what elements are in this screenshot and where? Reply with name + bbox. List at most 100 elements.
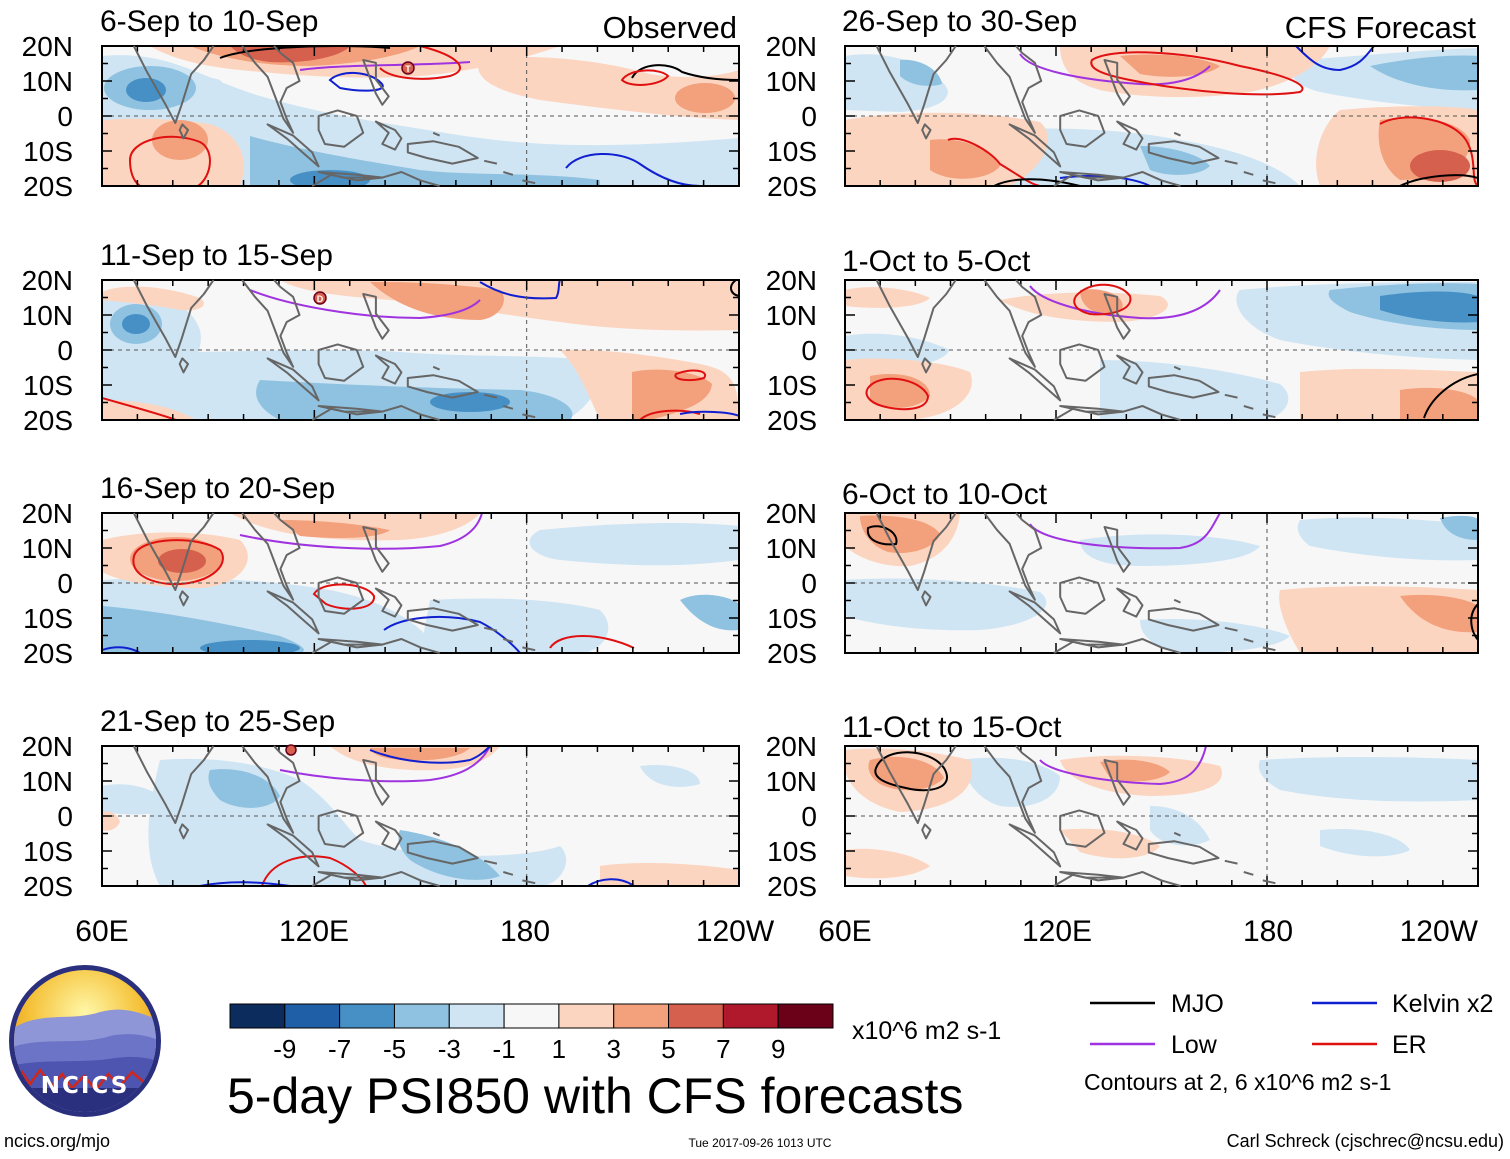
coastline	[503, 405, 514, 410]
colorbar-tick-label: -3	[438, 1034, 461, 1064]
colorbar-tick-label: -9	[273, 1034, 296, 1064]
coastline	[1059, 809, 1106, 848]
lat-label-10s: 10S	[23, 836, 73, 867]
column-label-forecast: CFS Forecast	[1285, 10, 1477, 45]
coastline	[432, 598, 441, 604]
lat-label-20s: 20S	[23, 171, 73, 202]
lat-label-0: 0	[57, 335, 73, 366]
coastline	[317, 809, 365, 848]
legend-label-low: Low	[1171, 1031, 1218, 1059]
lon-label-180: 180	[500, 915, 550, 948]
colorbar-swatch-10	[777, 1003, 834, 1029]
colorbar-tick-label: -5	[383, 1034, 406, 1064]
coastline	[311, 405, 440, 421]
panel-frame-6	[844, 512, 1479, 654]
coastline	[362, 293, 390, 340]
coastline	[132, 279, 215, 358]
panel-frame-0	[101, 45, 740, 187]
legend-item-mjo: MJO	[1090, 990, 1224, 1018]
legend-label-er: ER	[1392, 1031, 1427, 1059]
colorbar-tick-label: -7	[328, 1034, 351, 1064]
lat-label-10s: 10S	[767, 603, 817, 634]
lat-label-0: 0	[57, 801, 73, 832]
coastline	[983, 45, 1043, 134]
lat-label-10s: 10S	[767, 370, 817, 401]
coastline	[1116, 820, 1144, 851]
lat-label-0: 0	[801, 568, 817, 599]
coastline	[1053, 871, 1181, 887]
colorbar-tick-label: 5	[661, 1034, 675, 1064]
storm-marker-3	[285, 744, 297, 756]
coastline	[362, 759, 390, 806]
coastline-panel-3	[132, 745, 536, 887]
coastline	[483, 159, 498, 165]
panel-frame-4	[844, 45, 1479, 187]
colorbar-swatch-1	[284, 1003, 341, 1029]
coastline	[983, 279, 1043, 368]
footer-link[interactable]: ncics.org/mjo	[4, 1131, 111, 1151]
lat-label-20s: 20S	[23, 638, 73, 669]
lat-label-20s: 20S	[23, 871, 73, 902]
coastline	[1116, 120, 1144, 151]
latitude-labels: 20N 10N 0 10S 20S 20N 10N 0 10S 20S 20N 10N 0 10S 20S 2…	[22, 31, 817, 902]
storm-marker-1-label: D	[317, 294, 324, 304]
coastline	[1147, 607, 1220, 632]
coastline	[362, 526, 390, 573]
coastline	[241, 745, 301, 834]
lat-label-10n: 10N	[766, 300, 817, 331]
coastline	[406, 140, 479, 165]
colorbar-units: x10^6 m2 s-1	[852, 1017, 1001, 1045]
coastline	[374, 120, 403, 151]
coastline	[983, 512, 1043, 601]
figure-title: 5-day PSI850 with CFS forecasts	[227, 1068, 963, 1124]
coastline	[522, 413, 536, 419]
colorbar-tick-label: 9	[771, 1034, 785, 1064]
coastline	[503, 638, 514, 643]
coastline	[1262, 413, 1276, 419]
coastline	[132, 745, 215, 824]
colorbar-tick-label: 7	[716, 1034, 730, 1064]
coastline-panel-1	[132, 279, 536, 421]
coastline	[362, 59, 390, 106]
coastline	[983, 745, 1043, 834]
coastline	[374, 354, 403, 385]
lat-label-10n: 10N	[22, 533, 73, 564]
panel-4-title: 26-Sep to 30-Sep	[842, 5, 1077, 38]
longitude-labels-right: 60E 120E 180 120W	[818, 915, 1478, 948]
lat-label-20n: 20N	[22, 31, 73, 62]
coastline	[132, 45, 215, 124]
lat-label-20s: 20S	[767, 405, 817, 436]
panel-5-title: 1-Oct to 5-Oct	[842, 245, 1031, 278]
legend-label-mjo: MJO	[1171, 990, 1224, 1018]
storm-marker-1: D	[313, 291, 327, 305]
coastline	[1147, 840, 1220, 865]
legend-label-kelvin: Kelvin x2	[1392, 990, 1493, 1018]
coastline	[875, 512, 957, 591]
coastline	[1147, 140, 1220, 165]
coastline	[1262, 879, 1276, 885]
panel-frame-7	[844, 745, 1479, 887]
lat-label-20n: 20N	[766, 265, 817, 296]
colorbar-tick-label: 1	[552, 1034, 566, 1064]
coastline	[374, 820, 403, 851]
lon-label-120e: 120E	[279, 915, 349, 948]
panel-6-field	[845, 513, 1478, 653]
colorbar-swatch-0	[229, 1003, 286, 1029]
logo-text: NCICS	[41, 1073, 130, 1099]
coastline	[311, 171, 440, 187]
coastline	[875, 279, 957, 358]
coastline	[483, 393, 498, 399]
coastline	[1103, 526, 1131, 573]
lon-label-60e: 60E	[75, 915, 128, 948]
lat-label-0: 0	[57, 568, 73, 599]
coastline	[178, 590, 189, 607]
coastline	[1103, 59, 1131, 106]
colorbar-swatch-3	[393, 1003, 450, 1029]
panel-2-title: 16-Sep to 20-Sep	[100, 472, 335, 505]
colorbar-swatch-2	[339, 1003, 395, 1029]
legend-note: Contours at 2, 6 x10^6 m2 s-1	[1084, 1069, 1391, 1095]
lat-label-10n: 10N	[766, 66, 817, 97]
legend-item-low: Low	[1090, 1031, 1218, 1059]
coastline	[1116, 354, 1144, 385]
coastline	[483, 626, 498, 632]
